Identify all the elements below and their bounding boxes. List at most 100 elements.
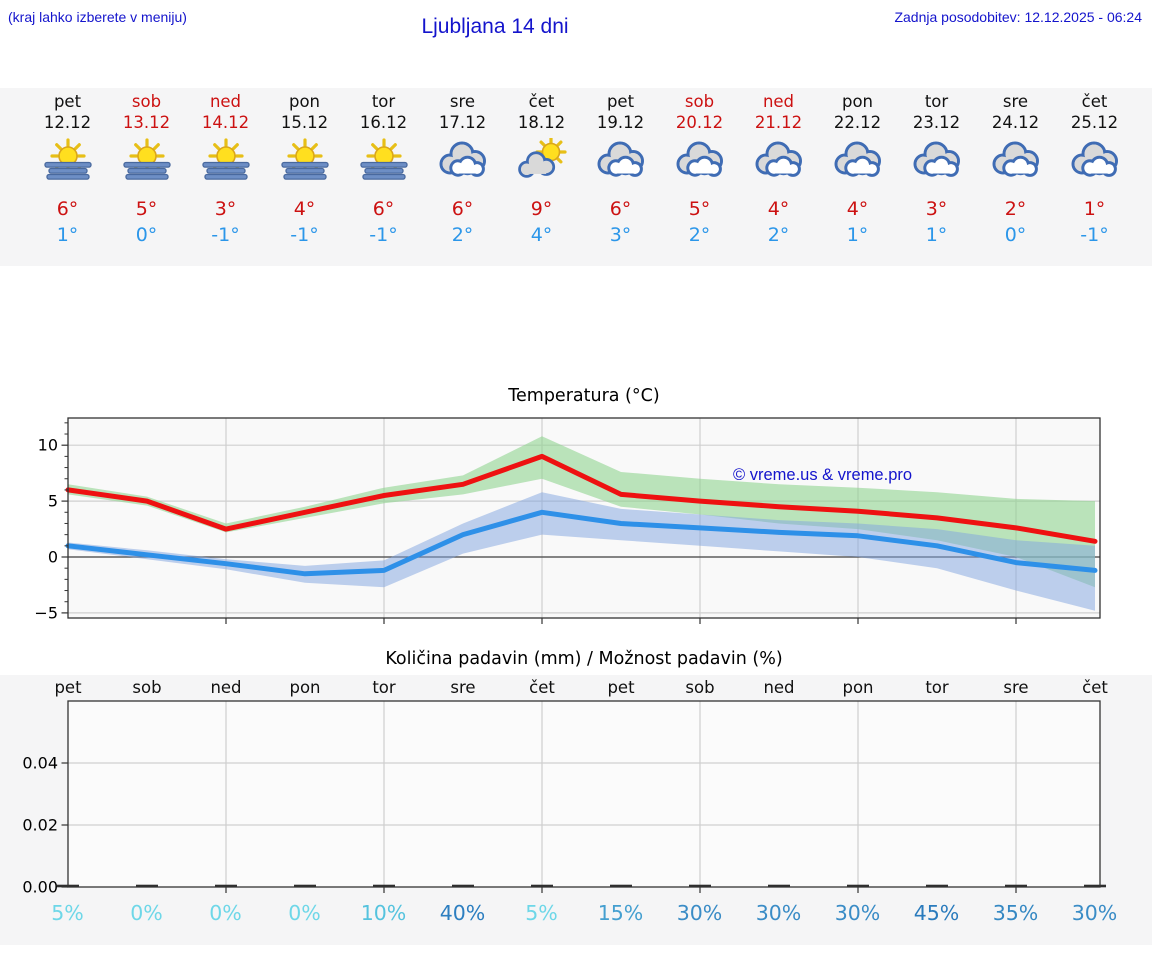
precip-day-label: pon [289,678,320,697]
precip-bar [768,884,790,888]
low-temp: 0° [1004,224,1027,246]
precip-bar [215,884,237,888]
high-temp: 6° [609,198,632,220]
high-temp: 6° [56,198,79,220]
high-temp: 3° [214,198,237,220]
last-update-text: Zadnja posodobitev: 12.12.2025 - 06:24 [894,9,1142,25]
low-temp-line [65,509,1098,577]
cloudy-icon [423,138,502,184]
day-date: 25.12 [1070,113,1119,132]
low-range-band [68,492,1095,611]
precip-probability: 0% [130,901,163,925]
forecast-day: pet 12.12 6° 1° [28,88,107,266]
high-temp-line [65,453,1098,544]
day-date: 24.12 [991,113,1040,132]
low-temp: 2° [767,224,790,246]
low-temp: 2° [688,224,711,246]
precip-probability: 0% [209,901,242,925]
day-date: 12.12 [43,113,92,132]
precip-bar [373,884,395,888]
precip-bar [1084,884,1106,888]
day-date: 21.12 [754,113,803,132]
y-tick-label: 0.02 [22,816,58,835]
precip-probability: 10% [360,901,407,925]
precip-day-label: sob [132,678,161,697]
day-name: sre [1002,92,1029,111]
cloudy-icon [897,138,976,184]
precip-day-label: ned [763,678,794,697]
high-temp: 2° [1004,198,1027,220]
precip-probability: 30% [755,901,802,925]
low-temp: 2° [451,224,474,246]
precip-probability: 30% [1071,901,1118,925]
precip-probability: 30% [676,901,723,925]
day-date: 19.12 [596,113,645,132]
day-name: tor [924,92,949,111]
precip-probability-row: 5% 0% 0% 0% 10% 40% 5% 15% 30% 30% 30% 45% 35% 30% [0,901,1152,925]
fog-sun-icon [107,138,186,184]
precip-bar [610,884,632,888]
high-temp: 3° [925,198,948,220]
precip-bar [926,884,948,888]
y-tick-label: 5 [48,492,58,511]
high-temp: 5° [135,198,158,220]
day-date: 23.12 [912,113,961,132]
day-name: tor [371,92,396,111]
precip-day-label: sre [1003,678,1028,697]
low-temp: -1° [290,224,319,246]
precip-probability: 15% [597,901,644,925]
precip-day-label: čet [529,678,555,697]
low-temp: 1° [56,224,79,246]
low-temp: 4° [530,224,553,246]
watermark-text: © vreme.us & vreme.pro [733,466,913,484]
forecast-day: sre 17.12 6° 2° [423,88,502,266]
page-title: Ljubljana 14 dni [421,15,569,38]
high-temp: 4° [767,198,790,220]
precip-bar [531,884,553,888]
plot-area [68,701,1100,887]
high-temp: 4° [846,198,869,220]
high-temp: 1° [1083,198,1106,220]
location-menu-hint: (kraj lahko izberete v meniju) [8,9,187,25]
low-temp: -1° [211,224,240,246]
forecast-day: tor 16.12 6° -1° [344,88,423,266]
day-date: 22.12 [833,113,882,132]
temperature-chart: 10 5 0 −5 [34,417,1101,624]
day-date: 13.12 [122,113,171,132]
forecast-day: pon 22.12 4° 1° [818,88,897,266]
day-date: 20.12 [675,113,724,132]
sun-cloud-icon [502,136,581,184]
day-date: 14.12 [201,113,250,132]
precip-probability: 35% [992,901,1039,925]
cloudy-icon [818,138,897,184]
precip-probability: 40% [439,901,486,925]
precip-bar [294,884,316,888]
y-tick-label: 10 [38,436,58,455]
precip-probability: 30% [834,901,881,925]
y-tick-label: −5 [34,603,58,622]
low-temp: 1° [925,224,948,246]
plot-border [67,700,1101,888]
forecast-day: tor 23.12 3° 1° [897,88,976,266]
precip-day-label: pet [54,678,82,697]
day-date: 17.12 [438,113,487,132]
day-name: sob [684,92,715,111]
day-name: sob [131,92,162,111]
high-temp: 5° [688,198,711,220]
plot-border [67,417,1101,619]
fog-sun-icon [344,138,423,184]
day-name: pon [288,92,321,111]
fog-sun-icon [265,138,344,184]
precip-bar [847,884,869,888]
forecast-day: čet 18.12 9° 4° [502,88,581,266]
low-temp: 3° [609,224,632,246]
day-name: sre [449,92,476,111]
day-name: ned [762,92,795,111]
high-temp: 9° [530,198,553,220]
precip-bar [689,884,711,888]
precip-chart: pet sob ned pon tor sre čet pet sob ned pon tor sre č… [22,678,1108,897]
forecast-day: pon 15.12 4° -1° [265,88,344,266]
high-temp: 4° [293,198,316,220]
y-tick-label: 0.04 [22,754,58,773]
